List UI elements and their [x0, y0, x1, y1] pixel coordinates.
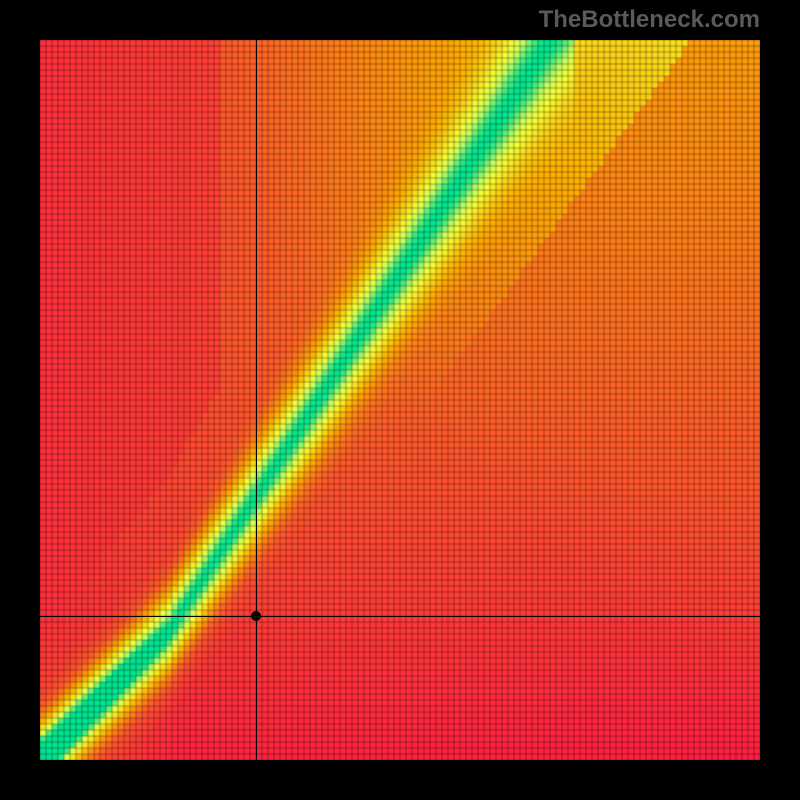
crosshair-point: [251, 611, 261, 621]
heatmap-canvas: [40, 40, 760, 760]
heatmap-plot: [40, 40, 760, 760]
crosshair-vertical: [256, 40, 257, 760]
crosshair-horizontal: [40, 616, 760, 617]
watermark-text: TheBottleneck.com: [539, 6, 760, 34]
